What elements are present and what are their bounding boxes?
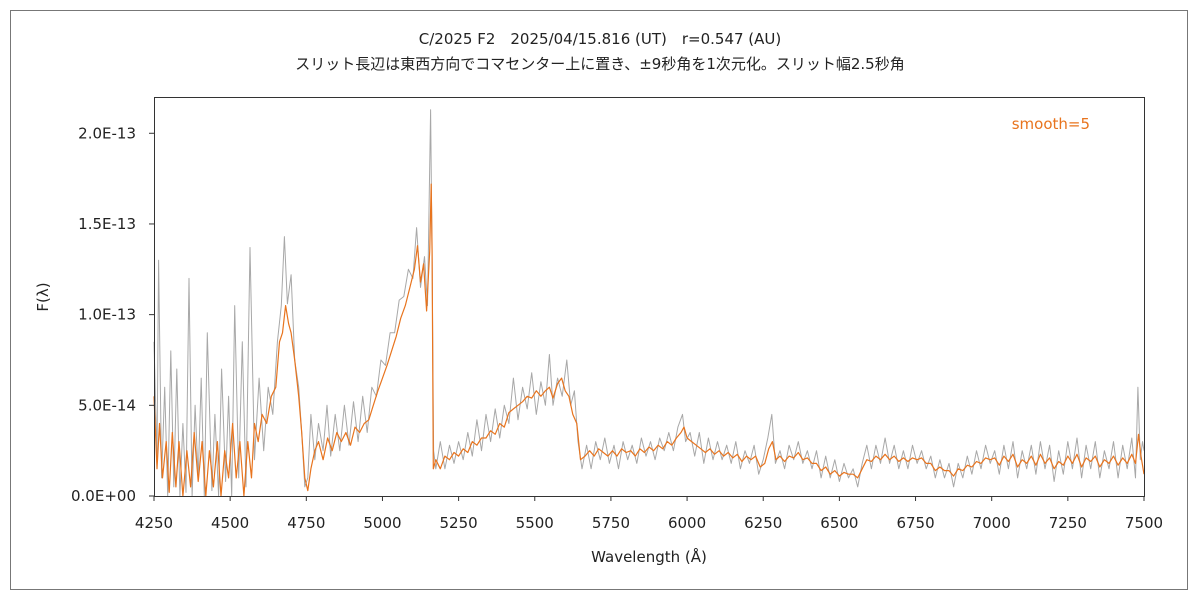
x-tick-label: 5000 [363, 514, 401, 532]
chart-subtitle: スリット長辺は東西方向でコマセンター上に置き、±9秒角を1次元化。スリット幅2.… [295, 55, 904, 73]
x-tick-label: 7250 [1049, 514, 1087, 532]
y-axis-ticks: 0.0E+00 5.0E-14 1.0E-13 1.5E-13 2.0E-13 [71, 124, 154, 505]
x-tick-label: 7000 [973, 514, 1011, 532]
x-tick-label: 4250 [135, 514, 173, 532]
x-tick-label: 7500 [1125, 514, 1163, 532]
y-tick-label: 1.5E-13 [78, 215, 136, 233]
x-tick-label: 5250 [440, 514, 478, 532]
smooth-annotation: smooth=5 [1012, 115, 1090, 133]
chart-title: C/2025 F2 2025/04/15.816 (UT) r=0.547 (A… [419, 30, 782, 48]
x-axis-label: Wavelength (Å) [591, 547, 707, 566]
y-tick-label: 1.0E-13 [78, 306, 136, 324]
x-tick-label: 5750 [592, 514, 630, 532]
y-axis-label: F(λ) [34, 282, 52, 311]
x-tick-label: 4750 [287, 514, 325, 532]
series-layer [153, 109, 1145, 497]
series-line-2 [153, 183, 1145, 497]
x-axis-ticks: 4250 4500 4750 5000 5250 5500 5750 6000 6250 6500… [135, 496, 1163, 532]
chart-border [10, 10, 1188, 590]
plot-area-border [154, 97, 1145, 497]
x-tick-label: 6500 [820, 514, 858, 532]
x-tick-label: 6250 [744, 514, 782, 532]
x-tick-label: 6750 [896, 514, 934, 532]
series-line-1 [153, 109, 1145, 497]
x-tick-label: 6000 [668, 514, 706, 532]
y-tick-label: 5.0E-14 [78, 396, 136, 414]
x-tick-label: 4500 [211, 514, 249, 532]
y-tick-label: 0.0E+00 [71, 487, 136, 505]
x-tick-label: 5500 [516, 514, 554, 532]
y-tick-label: 2.0E-13 [78, 124, 136, 142]
